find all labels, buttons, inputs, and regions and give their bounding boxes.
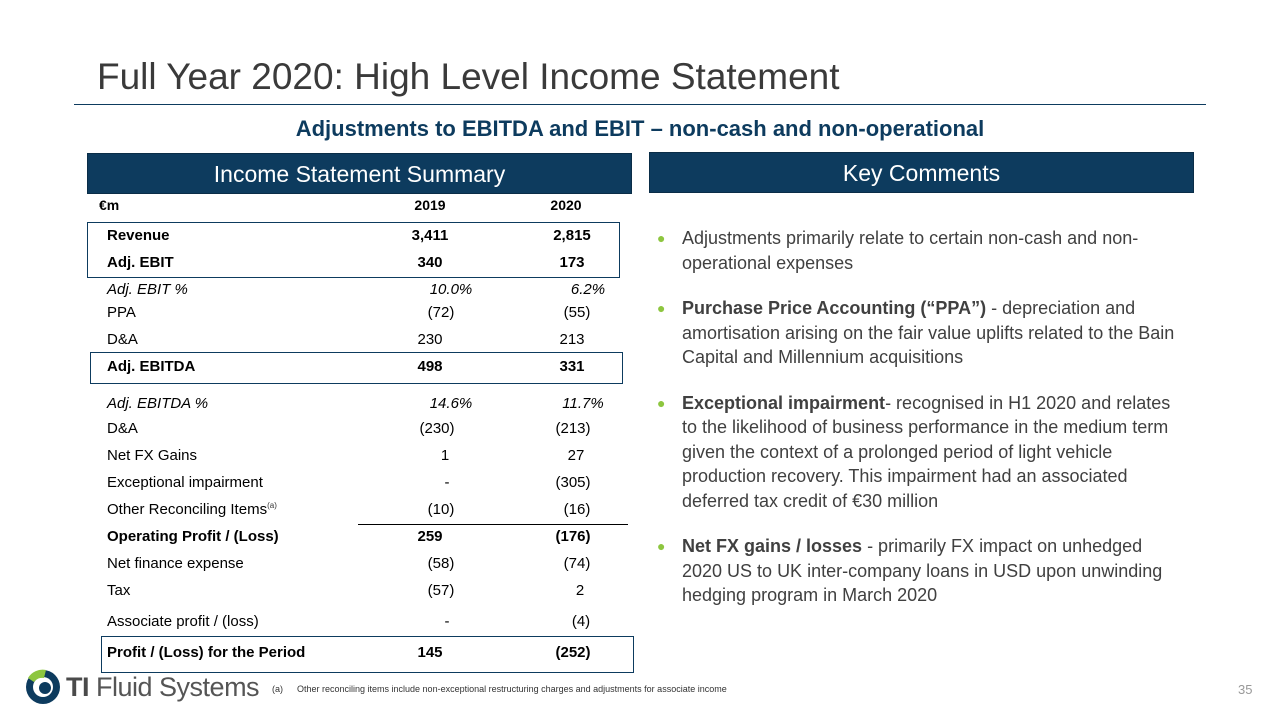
bullet-bold: Net FX gains / losses	[682, 536, 863, 556]
row-label-tax: Tax	[107, 582, 131, 599]
row-label-adj-ebitda-pct: Adj. EBITDA %	[107, 395, 209, 412]
row-2020-other-reconciling: (16)	[563, 501, 591, 518]
row-label-adj-ebit: Adj. EBIT	[107, 254, 174, 271]
row-2020-revenue: 2,815	[553, 227, 591, 244]
row-label-operating-profit: Operating Profit / (Loss)	[107, 528, 279, 545]
row-2020-profit-period: (252)	[555, 644, 591, 661]
bullet-dot-icon: ●	[657, 300, 666, 316]
logo-ti: TI	[66, 672, 90, 702]
comment-bullet: ● Purchase Price Accounting (“PPA”) - de…	[657, 296, 1187, 370]
row-2019-adj-ebitda: 498	[417, 358, 443, 375]
row-2019-associate: -	[444, 613, 450, 630]
bullet-dot-icon: ●	[657, 538, 666, 554]
row-2020-da-neg: (213)	[555, 420, 591, 437]
row-label-revenue: Revenue	[107, 227, 170, 244]
row-2019-da: 230	[417, 331, 443, 348]
row-label-da: D&A	[107, 331, 138, 348]
row-label-net-fx: Net FX Gains	[107, 447, 198, 464]
slide-subtitle: Adjustments to EBITDA and EBIT – non-cas…	[295, 116, 985, 141]
comment-bullet: ● Adjustments primarily relate to certai…	[657, 226, 1187, 275]
row-2019-profit-period: 145	[417, 644, 443, 661]
unit-header: €m	[99, 197, 120, 213]
footnote-ref: (a)	[267, 501, 277, 510]
row-2020-net-finance: (74)	[563, 555, 591, 572]
income-statement-heading: Income Statement Summary	[87, 153, 632, 194]
row-2020-associate: (4)	[571, 613, 591, 630]
row-2020-adj-ebitda-pct: 11.7%	[562, 395, 604, 412]
bullet-bold: Exceptional impairment	[682, 392, 886, 413]
footnote-marker: (a)	[272, 684, 283, 694]
row-2019-ppa: (72)	[427, 304, 455, 321]
row-2020-adj-ebitda: 331	[559, 358, 585, 375]
comment-bullet: ● Net FX gains / losses - primarily FX i…	[657, 534, 1187, 608]
row-2019-adj-ebit-pct: 10.0%	[429, 281, 473, 298]
row-label-adj-ebit-pct: Adj. EBIT %	[107, 281, 188, 298]
row-2020-exceptional-impairment: (305)	[555, 474, 591, 491]
title-divider	[74, 104, 1206, 105]
profit-box	[101, 636, 634, 673]
row-2020-da: 213	[559, 331, 585, 348]
row-label-profit-period: Profit / (Loss) for the Period	[107, 644, 306, 661]
footnote-text: Other reconciling items include non-exce…	[297, 684, 727, 694]
row-2020-adj-ebit: 173	[559, 254, 585, 271]
row-2020-adj-ebit-pct: 6.2%	[570, 281, 606, 298]
row-other-reconciling: Other Reconciling Items(a)	[107, 501, 277, 518]
row-2019-tax: (57)	[427, 582, 455, 599]
row-2019-operating-profit: 259	[417, 528, 443, 545]
bullet-text: - depreciation and amortisation arising …	[682, 298, 1175, 367]
adj-ebitda-box	[90, 352, 623, 384]
bullet-text: - recognised in H1 2020 and relates to t…	[682, 392, 1171, 511]
row-label-other-reconciling: Other Reconciling Items	[107, 501, 268, 518]
row-label-da-neg: D&A	[107, 420, 138, 437]
year-2020-header: 2020	[550, 197, 582, 213]
footnote: (a) Other reconciling items include non-e…	[272, 684, 727, 694]
row-label-ppa: PPA	[107, 304, 136, 321]
ti-logo-icon	[26, 669, 60, 704]
bullet-bold: Purchase Price Accounting (“PPA”)	[682, 298, 987, 318]
page-number: 35	[1238, 682, 1253, 697]
row-2020-ppa: (55)	[563, 304, 591, 321]
row-2020-net-fx: 27	[567, 447, 585, 464]
row-label-associate: Associate profit / (loss)	[107, 613, 259, 630]
comment-bullet: ● Exceptional impairment- recognised in …	[657, 391, 1187, 514]
row-2020-tax: 2	[575, 582, 585, 599]
revenue-ebit-box	[87, 222, 620, 278]
row-2020-operating-profit: (176)	[555, 528, 591, 545]
row-2019-adj-ebit: 340	[417, 254, 443, 271]
bullet-dot-icon: ●	[657, 394, 666, 411]
subtotal-rule	[358, 524, 628, 525]
row-2019-adj-ebitda-pct: 14.6%	[429, 395, 473, 412]
bullet-text: - primarily FX impact on unhedged 2020 U…	[682, 536, 1163, 605]
row-label-net-finance: Net finance expense	[107, 555, 244, 572]
row-label-exceptional-impairment: Exceptional impairment	[107, 474, 263, 491]
row-2019-net-finance: (58)	[427, 555, 455, 572]
company-logo-text: TI Fluid Systems	[66, 672, 260, 703]
key-comments-list: ● Adjustments primarily relate to certai…	[657, 226, 1187, 629]
bullet-dot-icon: ●	[657, 230, 666, 246]
row-2019-other-reconciling: (10)	[427, 501, 455, 518]
logo-name: Fluid Systems	[96, 672, 260, 702]
row-2019-exceptional-impairment: -	[444, 474, 450, 491]
row-2019-revenue: 3,411	[411, 227, 449, 244]
row-2019-net-fx: 1	[440, 447, 450, 464]
page-title: Full Year 2020: High Level Income Statem…	[97, 56, 840, 97]
year-2019-header: 2019	[414, 197, 446, 213]
row-label-adj-ebitda: Adj. EBITDA	[107, 358, 196, 375]
key-comments-heading: Key Comments	[649, 152, 1194, 193]
row-2019-da-neg: (230)	[419, 420, 455, 437]
bullet-text: Adjustments primarily relate to certain …	[682, 228, 1139, 273]
